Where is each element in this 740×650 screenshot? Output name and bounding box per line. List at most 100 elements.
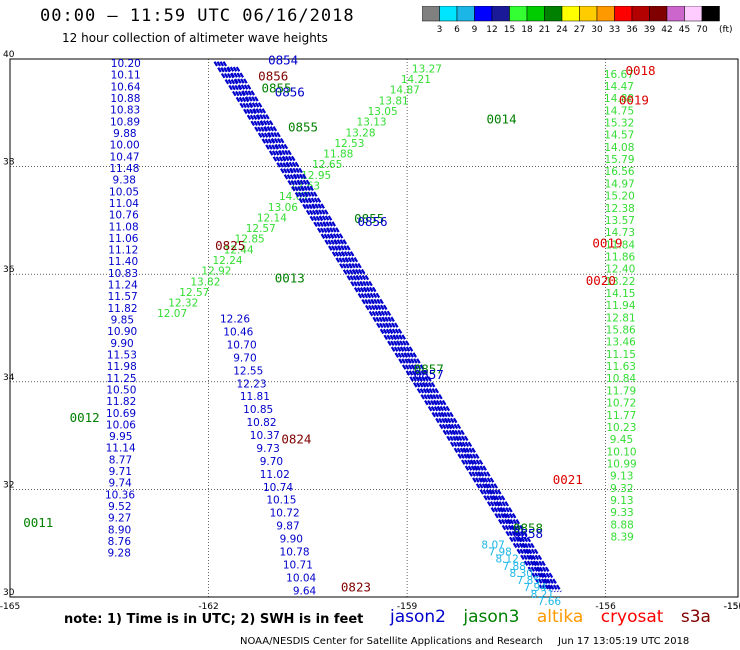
pass-time-label: 0824 — [281, 432, 311, 447]
wave-height-value: 10.85 — [243, 404, 273, 416]
wave-height-value: 9.13 — [610, 471, 633, 483]
colorbar-label: 70 — [696, 25, 708, 35]
wave-height-value: 11.02 — [260, 469, 290, 481]
wave-height-value: 10.76 — [109, 210, 139, 222]
y-tick-label: 40 — [3, 50, 15, 60]
wave-height-value: 8.76 — [108, 536, 132, 548]
wave-height-value: 9.90 — [110, 338, 133, 350]
wave-height-value: 12.24 — [213, 255, 243, 267]
wave-height-value: 10.88 — [110, 93, 140, 105]
wave-height-value: 9.13 — [610, 495, 633, 507]
track-d: 16.6714.4714.8814.7515.3214.5714.0815.79… — [604, 69, 637, 544]
wave-height-value: 11.48 — [109, 163, 139, 175]
wave-height-value: 11.63 — [606, 361, 636, 373]
track-b: 13.2714.2114.8713.8113.0513.1313.2812.53… — [157, 63, 442, 320]
wave-height-value: 10.71 — [283, 559, 313, 571]
colorbar-label: 30 — [591, 25, 603, 35]
pass-time-label: 0855 — [288, 120, 318, 135]
track-band — [216, 61, 547, 590]
wave-height-value: 13.81 — [379, 95, 409, 107]
x-tick-label: -165 — [0, 602, 20, 612]
wave-height-value: 11.98 — [107, 361, 137, 373]
pass-time-label: 0019 — [619, 93, 649, 108]
wave-height-value: 11.06 — [108, 233, 138, 245]
wave-height-value: 9.88 — [113, 128, 136, 140]
wave-height-value: 9.45 — [610, 434, 633, 446]
wave-height-value: 15.86 — [606, 325, 636, 337]
wave-height-value: 10.50 — [106, 384, 136, 396]
colorbar-label: 3 — [437, 25, 443, 35]
wave-height-value: 12.57 — [179, 287, 209, 299]
wave-height-value: 10.05 — [109, 186, 139, 198]
y-tick-label: 34 — [3, 373, 15, 383]
wave-height-value: 7.85 — [517, 575, 540, 587]
y-tick-label: 38 — [3, 158, 15, 168]
pass-time-label: 0823 — [341, 580, 371, 595]
wave-height-value: 13.82 — [190, 276, 220, 288]
colorbar-label: 36 — [626, 25, 638, 35]
x-tick-label: -159 — [397, 602, 418, 612]
wave-height-value: 14.75 — [604, 105, 634, 117]
colorbar-swatch — [701, 6, 720, 22]
wave-height-value: 9.73 — [256, 443, 279, 455]
wave-height-value: 8.77 — [109, 454, 132, 466]
wave-height-value: 11.82 — [107, 303, 137, 315]
wave-height-value: 14.15 — [605, 288, 635, 300]
wave-height-value: 12.92 — [201, 266, 231, 278]
wave-height-value: 14.88 — [604, 93, 634, 105]
wave-height-value: 12.65 — [312, 159, 342, 171]
legend-cryosat: cryosat — [600, 607, 664, 627]
wave-height-value: 8.07 — [481, 540, 504, 552]
track-band — [226, 66, 553, 593]
wave-height-value: 12.14 — [257, 212, 287, 224]
pass-time-label: 0858 — [513, 520, 543, 535]
wave-height-value: 10.47 — [110, 151, 140, 163]
wave-height-value: 11.88 — [323, 149, 353, 161]
wave-height-value: 10.69 — [106, 408, 136, 420]
colorbar-unit: (ft) — [719, 25, 733, 35]
colorbar-label: 21 — [539, 25, 550, 35]
pass-time-label: 0854 — [268, 52, 298, 67]
wave-height-value: 12.57 — [246, 223, 276, 235]
pass-time-label: 0021 — [553, 472, 583, 487]
pass-time-label: 0856 — [357, 214, 387, 229]
wave-height-value: 12.95 — [301, 170, 331, 182]
wave-height-value: 7.88 — [503, 561, 526, 573]
colorbar-label: 42 — [661, 25, 672, 35]
wave-height-value: 9.27 — [108, 513, 131, 525]
wave-height-value: 13.28 — [345, 127, 375, 139]
footer: NOAA/NESDIS Center for Satellite Applica… — [240, 636, 701, 647]
legend-jason2: jason2 — [390, 607, 446, 627]
wave-height-value: 10.83 — [108, 268, 138, 280]
track-band — [219, 61, 550, 590]
footnote: note: 1) Time is in UTC; 2) SWH is in fe… — [64, 612, 364, 627]
wave-height-value: 11.40 — [108, 256, 138, 268]
wave-height-value: 10.70 — [227, 339, 257, 351]
chart-subtitle: 12 hour collection of altimeter wave hei… — [62, 31, 328, 45]
wave-height-value: 10.99 — [607, 458, 637, 470]
wave-height-value: 10.10 — [607, 446, 637, 458]
wave-height-value: 15.20 — [605, 191, 635, 203]
wave-height-value: 10.90 — [107, 326, 137, 338]
wave-height-value: 13.05 — [368, 106, 398, 118]
wave-height-value: 11.77 — [606, 410, 636, 422]
track-c: 12.2610.4610.709.7012.5512.2311.8110.851… — [220, 314, 317, 598]
wave-height-value: 14.57 — [604, 130, 634, 142]
wave-height-value: 12.81 — [606, 312, 636, 324]
wave-height-value: 14.47 — [604, 81, 634, 93]
wave-height-value: 10.82 — [246, 417, 276, 429]
wave-height-value: 10.46 — [223, 327, 253, 339]
wave-height-value: 11.04 — [109, 198, 139, 210]
wave-height-value: 16.56 — [605, 166, 635, 178]
wave-height-value: 11.15 — [606, 349, 636, 361]
wave-height-value: 10.06 — [106, 419, 136, 431]
pass-time-label: 0014 — [487, 112, 517, 127]
legend-s3a: s3a — [680, 607, 711, 627]
wave-height-value: 11.25 — [107, 373, 137, 385]
track-band — [229, 66, 556, 593]
satellite-legend: jason2 jason3 altika cryosat s3a — [390, 607, 723, 627]
wave-height-value: 9.90 — [280, 534, 303, 546]
wave-height-value: 11.81 — [240, 391, 270, 403]
wave-height-value: 13.27 — [412, 63, 442, 75]
wave-height-value: 13.13 — [357, 117, 387, 129]
